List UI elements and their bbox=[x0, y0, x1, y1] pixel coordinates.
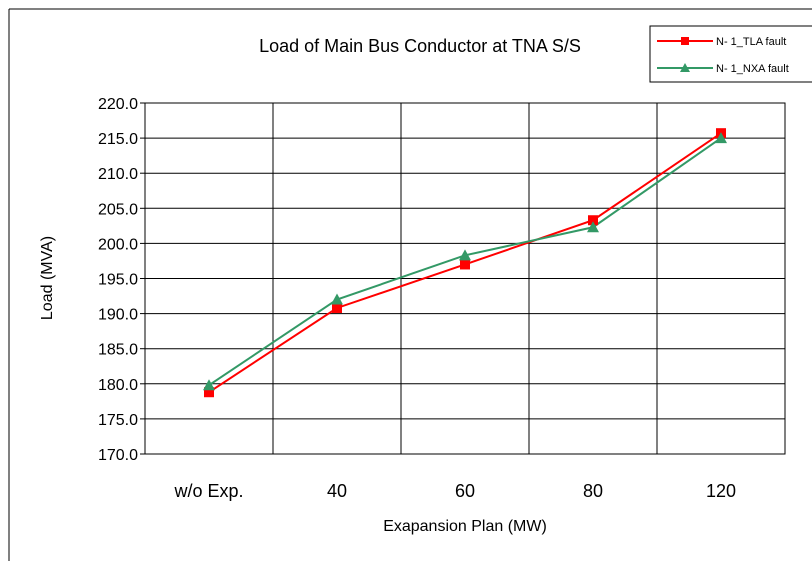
legend-label-nxa: N- 1_NXA fault bbox=[716, 63, 789, 75]
legend: N- 1_TLA fault N- 1_NXA fault bbox=[649, 25, 812, 83]
y-tick-label: 195.0 bbox=[98, 272, 138, 289]
x-tick-label: 120 bbox=[706, 481, 736, 501]
series-1-point bbox=[587, 221, 599, 233]
series-0-point bbox=[588, 215, 598, 226]
series-0-point bbox=[460, 259, 470, 270]
series-1-point bbox=[715, 132, 727, 144]
y-axis-label: Load (MVA) bbox=[39, 236, 56, 320]
y-tick-label: 190.0 bbox=[98, 307, 138, 324]
y-tick-labels: 170.0 175.0 180.0 185.0 190.0 195.0 200.0 205.0… bbox=[98, 96, 138, 464]
series-1-point bbox=[331, 293, 343, 305]
legend-swatch-tla-marker bbox=[681, 37, 689, 45]
y-tick-label: 185.0 bbox=[98, 342, 138, 359]
series-0-point bbox=[332, 302, 342, 313]
y-tick-label: 210.0 bbox=[98, 166, 138, 183]
x-tick-label: 80 bbox=[583, 481, 603, 501]
series-0-point bbox=[204, 387, 214, 398]
y-tick-label: 220.0 bbox=[98, 96, 138, 113]
x-axis-label: Exapansion Plan (MW) bbox=[383, 518, 547, 535]
series-layer bbox=[203, 128, 727, 398]
series-1-point bbox=[459, 249, 471, 261]
legend-swatch-nxa-marker bbox=[680, 63, 690, 72]
plot-area-border bbox=[144, 102, 786, 455]
y-tick-label: 200.0 bbox=[98, 236, 138, 253]
x-tick-label: w/o Exp. bbox=[173, 481, 243, 501]
x-tick-label: 60 bbox=[455, 481, 475, 501]
legend-label-tla: N- 1_TLA fault bbox=[716, 36, 786, 48]
y-tick-label: 175.0 bbox=[98, 412, 138, 429]
x-tick-labels: w/o Exp. 40 60 80 120 bbox=[173, 481, 736, 501]
y-tick-label: 170.0 bbox=[98, 447, 138, 464]
y-tick-label: 205.0 bbox=[98, 201, 138, 218]
x-tick-label: 40 bbox=[327, 481, 347, 501]
y-tick-label: 215.0 bbox=[98, 131, 138, 148]
chart-title: Load of Main Bus Conductor at TNA S/S bbox=[259, 36, 581, 56]
series-1-point bbox=[203, 379, 215, 391]
y-tick-label: 180.0 bbox=[98, 377, 138, 394]
legend-box bbox=[649, 25, 812, 83]
